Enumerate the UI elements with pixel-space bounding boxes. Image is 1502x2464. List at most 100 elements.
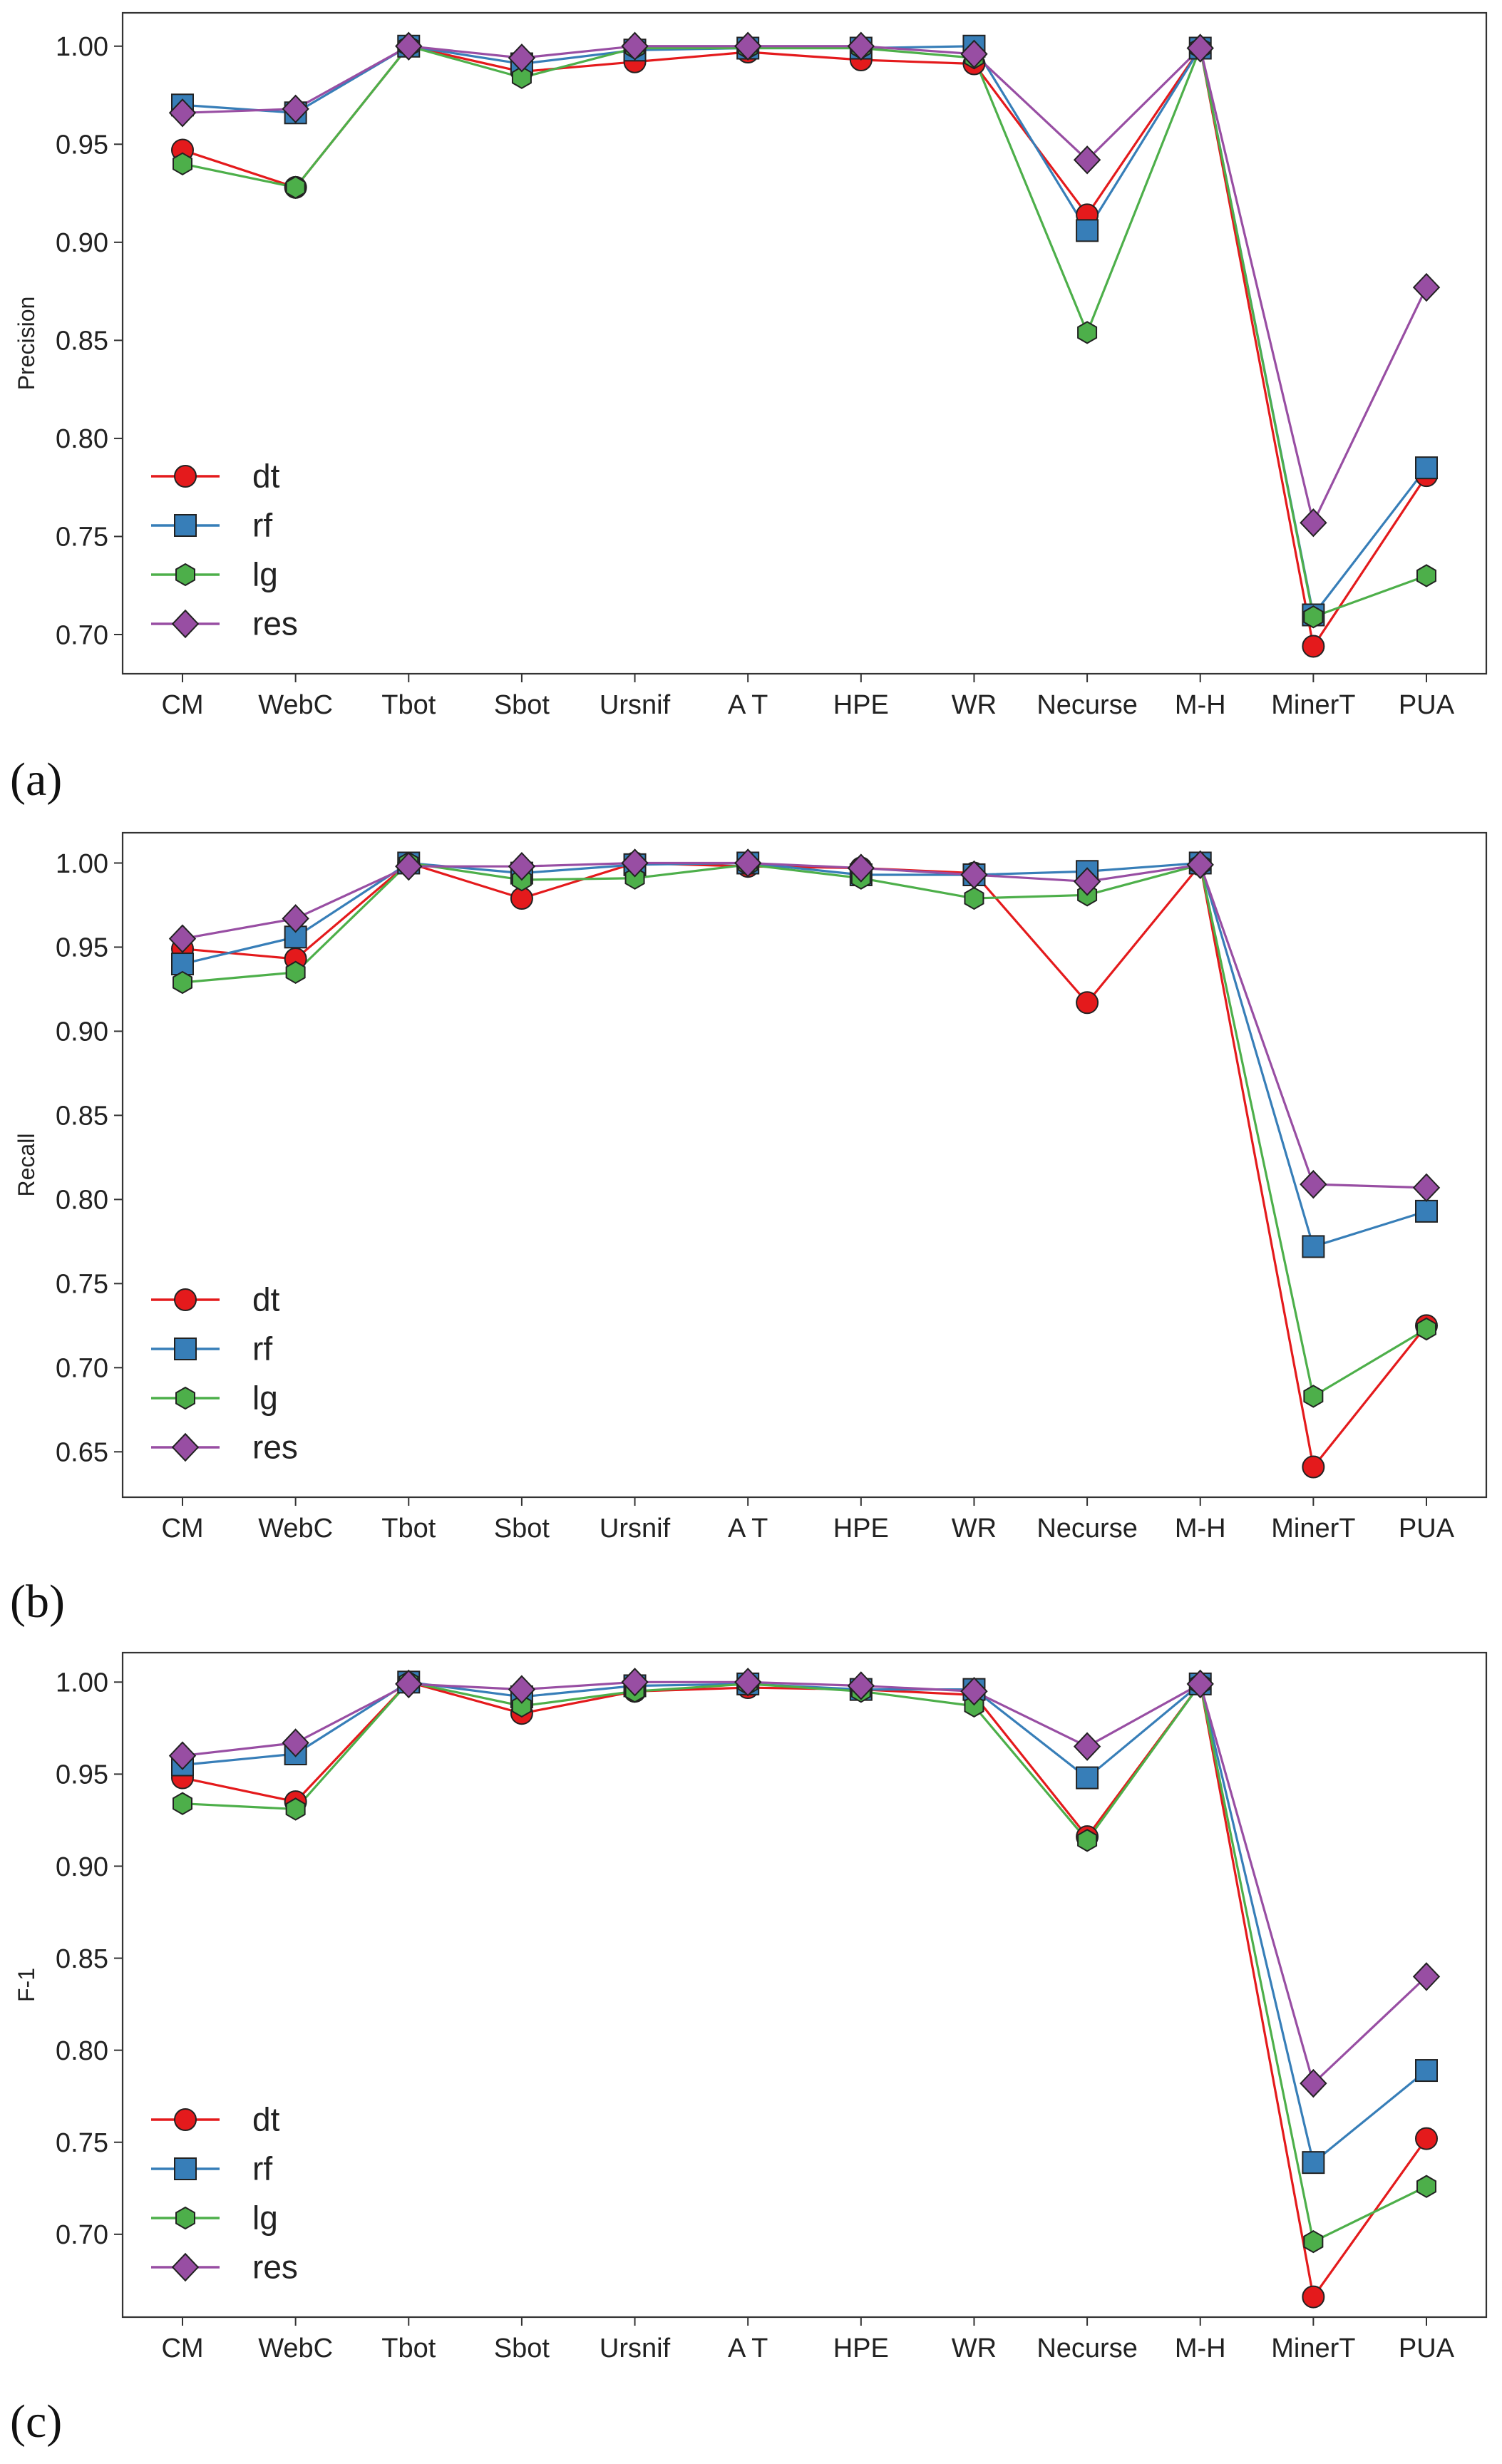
data-point-res [1073,867,1101,896]
data-point-lg [1416,2175,1436,2198]
data-point-res [1186,1669,1214,1699]
y-tick-label: 0.80 [56,2036,108,2066]
y-tick-label: 0.65 [56,1438,108,1468]
legend-label-lg: lg [252,1380,278,1417]
x-tick-label: WebC [258,2334,333,2363]
x-tick-label: MinerT [1271,1514,1355,1544]
x-tick-label: M-H [1175,1514,1226,1544]
data-point-res [1300,1169,1327,1199]
data-point-res [960,1677,988,1706]
series-markers-lg [173,34,1436,629]
series-line-lg [182,1680,1427,2243]
legend-marker-res [171,1432,200,1462]
plot-frame [121,831,1488,1499]
data-point-res [1300,508,1327,538]
x-tick-label: WR [952,1514,997,1544]
y-tick-label: 0.70 [56,620,108,650]
legend-marker-res [171,2252,200,2282]
data-point-res [168,98,197,128]
x-tick-label: MinerT [1271,2334,1355,2363]
panel-label: (a) [10,754,62,806]
legend: dt rf lg res [151,458,298,642]
y-tick-label: 0.70 [56,1354,108,1384]
data-point-res [508,43,536,73]
y-tick-label: 0.90 [56,1017,108,1047]
data-point-res [621,848,649,878]
data-point-res [1412,272,1441,302]
legend-label-rf: rf [252,1330,272,1367]
x-tick-label: Sbot [494,1514,550,1544]
data-point-res [1300,2068,1327,2098]
series-markers-res [168,1668,1441,2098]
data-point-res [960,860,988,890]
legend-label-res: res [252,2249,298,2286]
data-point-rf [1076,1766,1099,1790]
legend-marker-dt [174,1288,197,1311]
x-tick-label: WR [952,2334,997,2363]
series-line-lg [182,45,1427,618]
x-tick-label: CM [161,1514,203,1544]
series-markers-rf [171,851,1438,1258]
data-point-lg [173,970,192,995]
panel-label: (c) [10,2396,62,2448]
legend-label-dt: dt [252,1281,280,1318]
chart-panel-2: 0.65 0.70 0.75 0.80 0.85 0.90 0.95 1.00 CM WebC Tb… [10,831,1488,1628]
x-tick-label: CM [161,690,203,720]
data-point-res [1412,1173,1441,1203]
data-point-lg [511,66,532,89]
x-tick-label: M-H [1175,690,1226,720]
data-point-res [960,39,988,68]
y-tick-label: 1.00 [56,32,108,62]
legend-label-res: res [252,605,298,642]
x-tick-label: Ursnif [600,1514,671,1544]
data-point-rf [1302,1235,1325,1258]
data-point-lg [173,152,192,175]
plot-frame [121,11,1488,675]
data-point-rf [1415,456,1438,480]
series-markers-rf [171,1670,1438,2175]
data-point-res [395,1669,423,1699]
legend-label-dt: dt [252,2101,280,2138]
series-markers-dt [171,851,1438,1479]
data-point-lg [1416,1317,1436,1341]
series-markers-lg [173,1670,1436,2254]
data-point-dt [1415,2127,1438,2150]
y-tick-label: 0.90 [56,228,108,258]
x-tick-label: Necurse [1037,690,1138,720]
legend: dt rf lg res [151,2101,298,2286]
x-tick-label: WR [952,690,997,720]
y-axis-label: F-1 [14,1968,39,2002]
x-tick-label: PUA [1399,2334,1455,2363]
y-tick-label: 0.85 [56,1102,108,1131]
y-tick-label: 0.75 [56,2128,108,2158]
legend-marker-lg [175,1386,195,1410]
y-axis-label: Recall [14,1134,39,1197]
y-axis-label: Precision [14,297,39,391]
series-line-res [182,45,1428,524]
legend-marker-dt [174,2108,197,2131]
x-tick-label: Sbot [494,690,550,720]
y-tick-label: 1.00 [56,1668,108,1698]
data-point-res [282,904,309,933]
x-tick-label: HPE [833,2334,889,2363]
y-tick-label: 0.85 [56,1944,108,1974]
y-tick-label: 0.90 [56,1852,108,1882]
series-markers-dt [171,34,1438,658]
data-point-lg [285,175,306,199]
y-tick-label: 0.80 [56,424,108,454]
x-tick-label: A T [728,2334,768,2363]
legend: dt rf lg res [151,1281,298,1466]
data-point-res [168,924,197,953]
series-line-rf [182,1680,1428,2164]
data-point-lg [1303,2229,1324,2254]
x-tick-label: Tbot [381,1514,436,1544]
y-tick-label: 0.75 [56,523,108,553]
y-tick-label: 0.75 [56,1270,108,1300]
panel-label: (b) [10,1576,65,1628]
legend-marker-dt [174,465,197,488]
data-point-res [734,848,762,878]
series-markers-lg [173,851,1436,1408]
y-tick-label: 0.95 [56,933,108,963]
data-point-lg [173,1792,192,1815]
